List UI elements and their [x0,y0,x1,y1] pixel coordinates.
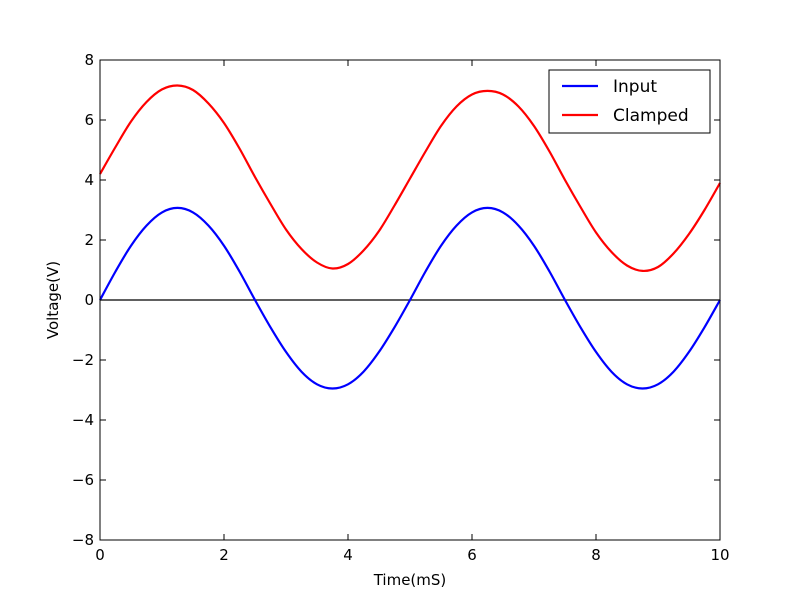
series-line-input [99,206,721,390]
x-tick-label: 0 [95,546,105,564]
y-tick-label: 6 [84,111,94,129]
legend-label-clamped: Clamped [613,106,689,126]
y-tick-label: 8 [84,51,94,69]
y-tick-label: 2 [84,231,94,249]
legend-box [548,69,711,134]
x-tick-label: 10 [710,546,729,564]
y-tick-label: −6 [72,471,94,489]
y-tick-label: 4 [84,171,94,189]
x-tick-label: 2 [219,546,229,564]
x-tick-label: 6 [467,546,477,564]
x-tick-label: 8 [591,546,601,564]
legend-label-input: Input [613,77,657,97]
y-tick-label: −2 [72,351,94,369]
y-tick-label: 0 [84,291,94,309]
y-tick-label: −8 [72,531,94,549]
y-tick-label: −4 [72,411,94,429]
x-tick-label: 4 [343,546,353,564]
y-axis-label: Voltage(V) [44,261,62,339]
x-axis-label: Time(mS) [373,571,447,589]
series-line-clamped [99,84,721,273]
legend: Input Clamped [548,69,711,134]
plot-area: 0 2 4 6 8 10 −8 −6 −4 −2 0 2 4 6 8 Input Clamped [72,51,730,564]
